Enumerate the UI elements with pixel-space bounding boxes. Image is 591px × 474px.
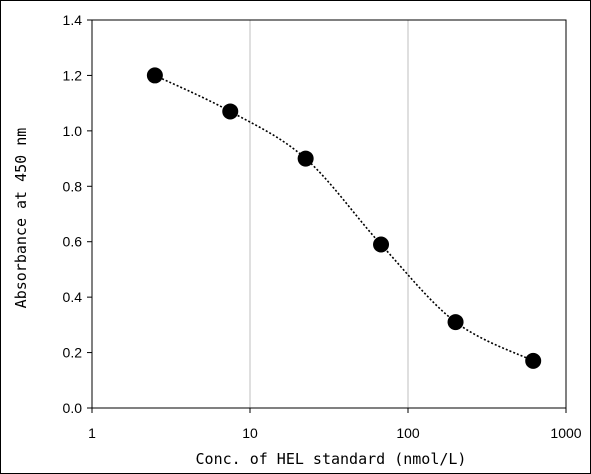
y-tick-label-3: 0.6 [63, 234, 83, 250]
x-tick-label-3: 1000 [550, 425, 581, 441]
y-axis-title: Absorbance at 450 nm [12, 128, 30, 309]
data-point-3 [373, 236, 390, 253]
y-axis-ticks: 0.0 0.2 0.4 0.6 0.8 1.0 1.2 1.4 [63, 12, 92, 416]
x-tick-label-2: 100 [396, 425, 420, 441]
data-points [146, 67, 542, 369]
y-tick-label-6: 1.2 [63, 67, 83, 83]
y-tick-label-5: 1.0 [63, 123, 83, 139]
data-point-4 [447, 314, 464, 331]
data-point-5 [525, 352, 542, 369]
x-axis-ticks: 1 10 100 1000 [88, 408, 582, 441]
x-tick-label-0: 1 [88, 425, 96, 441]
grid-lines [249, 20, 409, 408]
y-tick-label-0: 0.0 [63, 400, 83, 416]
y-tick-label-4: 0.8 [63, 178, 83, 194]
x-axis-title: Conc. of HEL standard (nmol/L) [196, 450, 467, 468]
y-tick-label-7: 1.4 [63, 12, 83, 28]
x-tick-label-1: 10 [242, 425, 258, 441]
plot-area-border [91, 19, 567, 409]
y-tick-label-1: 0.2 [63, 345, 83, 361]
data-point-2 [297, 150, 314, 167]
y-tick-label-2: 0.4 [63, 289, 83, 305]
data-point-1 [222, 103, 239, 120]
data-point-0 [146, 67, 163, 84]
trend-line [154, 74, 534, 362]
